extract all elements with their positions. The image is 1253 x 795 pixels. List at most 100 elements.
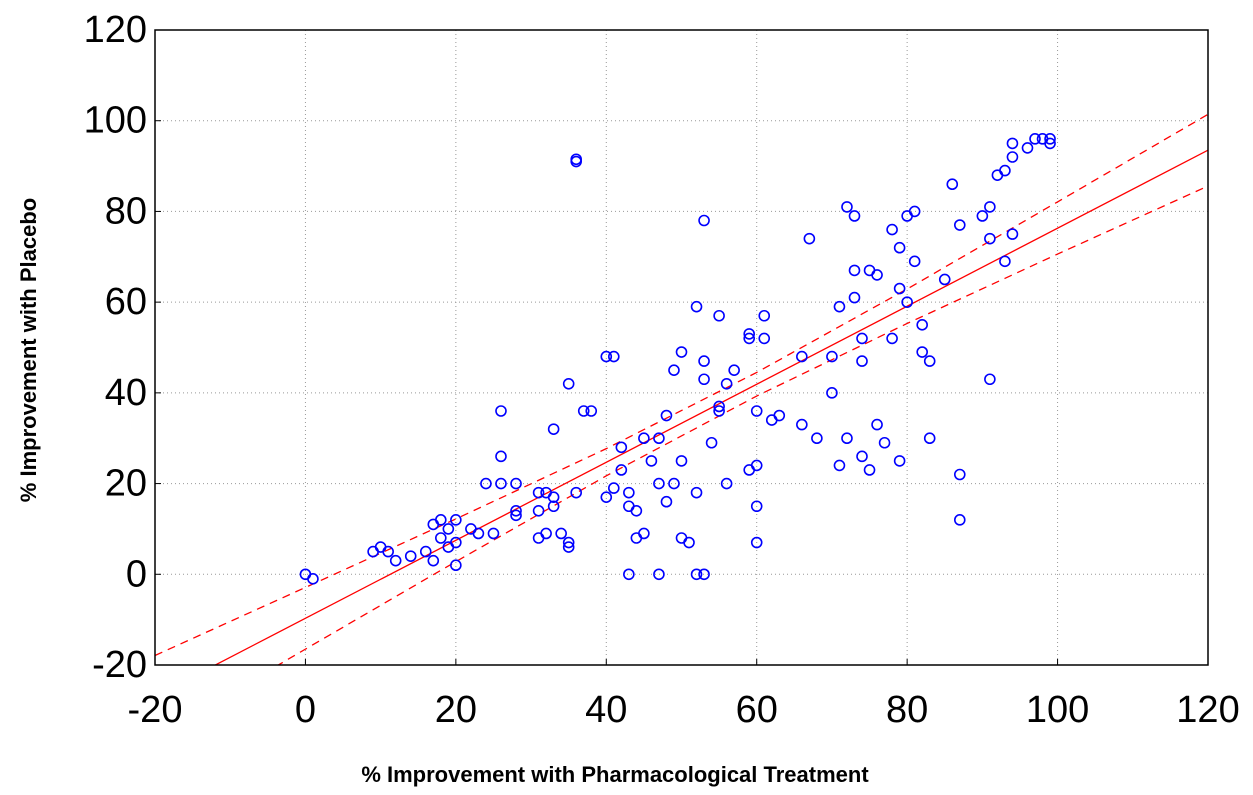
point <box>690 486 703 499</box>
point <box>495 477 507 490</box>
point <box>653 432 665 445</box>
point <box>743 332 755 345</box>
point <box>675 455 688 467</box>
point <box>833 300 846 313</box>
point <box>856 332 868 345</box>
point <box>811 432 823 445</box>
point <box>660 495 673 508</box>
point <box>668 477 680 490</box>
grid <box>154 29 1209 666</box>
point <box>435 514 447 526</box>
point <box>908 205 921 218</box>
point <box>562 541 575 553</box>
confidence-lower <box>277 185 1208 665</box>
point <box>908 255 921 268</box>
point <box>1006 228 1019 240</box>
y-tick-label: 120 <box>84 9 147 51</box>
point <box>946 178 959 191</box>
point <box>698 568 710 581</box>
point <box>953 514 966 526</box>
point <box>487 527 500 540</box>
point <box>675 346 688 358</box>
point <box>886 223 898 236</box>
point <box>953 219 966 231</box>
fit-lines <box>155 113 1208 665</box>
point <box>901 296 913 308</box>
point <box>307 573 319 585</box>
point <box>916 346 928 358</box>
points <box>299 133 1056 585</box>
point <box>1006 151 1019 163</box>
y-tick-label: 0 <box>126 553 147 595</box>
point <box>653 477 665 490</box>
x-axis-label: % Improvement with Pharmacological Treat… <box>361 762 869 787</box>
point <box>630 504 643 517</box>
point <box>803 232 816 245</box>
point <box>826 387 838 399</box>
point <box>690 568 703 581</box>
point <box>495 405 507 417</box>
point <box>916 319 928 331</box>
regression-line <box>213 149 1208 665</box>
point <box>848 291 861 304</box>
point <box>705 436 718 449</box>
point <box>984 232 996 245</box>
point <box>758 309 771 322</box>
point <box>984 201 996 213</box>
point <box>893 282 906 295</box>
plot-frame <box>154 29 1209 666</box>
point <box>1006 137 1019 150</box>
point <box>871 269 883 281</box>
point <box>773 409 786 422</box>
point <box>1044 133 1056 145</box>
x-tick-label: 20 <box>435 689 477 731</box>
point <box>570 153 583 166</box>
point <box>450 559 462 572</box>
y-tick-label: 40 <box>105 372 147 414</box>
point <box>653 568 665 581</box>
point <box>547 500 560 513</box>
point <box>713 400 725 413</box>
point <box>638 432 650 445</box>
x-tick-label: 40 <box>585 689 627 731</box>
point <box>720 477 733 490</box>
y-tick-label: 20 <box>105 463 147 505</box>
y-tick-label: 60 <box>105 281 147 323</box>
point <box>750 459 763 472</box>
point <box>450 536 462 549</box>
point <box>863 464 876 476</box>
point <box>577 405 590 417</box>
point <box>638 527 650 540</box>
point <box>690 300 703 313</box>
y-tick-label: -20 <box>92 644 147 686</box>
point <box>435 532 447 544</box>
point <box>615 464 628 476</box>
point <box>555 527 567 540</box>
point <box>532 504 545 517</box>
point <box>893 455 906 467</box>
point <box>871 418 883 431</box>
point <box>938 273 951 286</box>
point <box>532 486 545 499</box>
point <box>442 523 455 535</box>
point <box>510 477 522 490</box>
y-axis-label: % Improvement with Placebo <box>16 198 41 502</box>
point <box>833 459 846 472</box>
y-tick-label: 100 <box>84 100 147 142</box>
point <box>796 418 808 431</box>
point <box>743 328 755 340</box>
point <box>608 350 620 363</box>
point <box>660 409 673 422</box>
x-tick-label: -20 <box>128 689 183 731</box>
x-tick-label: 100 <box>1026 689 1089 731</box>
point <box>562 377 575 390</box>
x-tick-label: 0 <box>295 689 316 731</box>
point <box>1044 137 1056 150</box>
x-tick-label: 60 <box>736 689 778 731</box>
point <box>645 455 658 467</box>
point <box>856 355 868 367</box>
point <box>841 201 853 213</box>
point <box>713 309 725 322</box>
point <box>510 504 522 517</box>
